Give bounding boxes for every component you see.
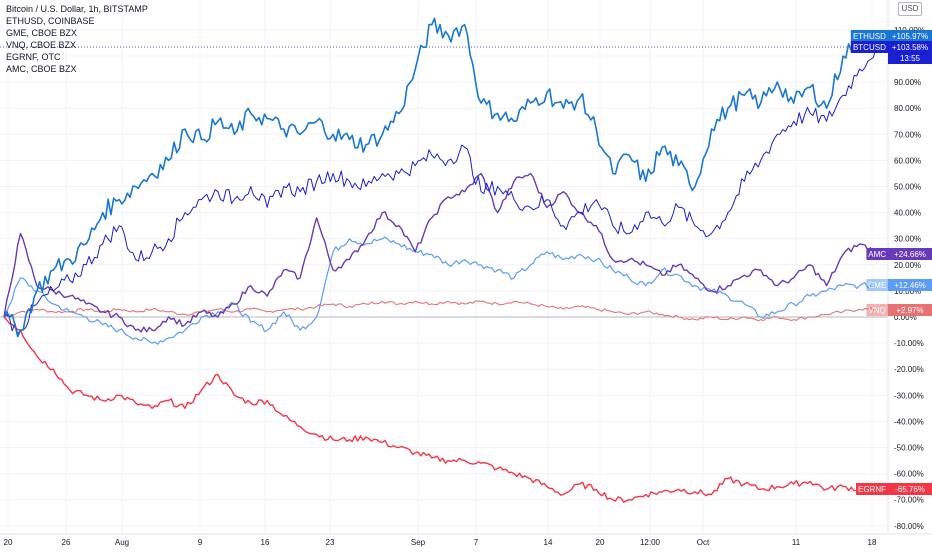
x-tick-label: 18	[868, 538, 877, 547]
y-tick-label: 30.00%	[894, 235, 921, 244]
series-value-tag: +12.46%	[894, 281, 926, 290]
value-label-gme: GME +12.46%	[866, 279, 932, 291]
legend-item-vnq[interactable]: VNQ, CBOE BZX	[6, 40, 77, 50]
series-name-tag: VNQ	[869, 306, 886, 315]
y-tick-label: 60.00%	[894, 156, 921, 165]
x-tick-label: 7	[474, 538, 479, 547]
y-tick-label: -20.00%	[894, 365, 924, 374]
y-tick-label: -70.00%	[894, 496, 924, 505]
legend-item-egrnf[interactable]: EGRNF, OTC	[6, 52, 61, 62]
y-tick-label: 90.00%	[894, 78, 921, 87]
x-axis[interactable]: 20 26 Aug 9 16 23 Sep 7 14 20 12:00 Oct 11 18	[4, 538, 877, 547]
legend-item-amc[interactable]: AMC, CBOE BZX	[6, 64, 77, 74]
series-line-ethusd	[3, 17, 877, 338]
series-value-tag: +105.97%	[892, 32, 928, 41]
x-tick-label: 23	[326, 538, 335, 547]
grid	[0, 0, 888, 534]
y-tick-label: 80.00%	[894, 104, 921, 113]
series-line-egrnf	[3, 316, 877, 503]
series-value-tag: +103.58%	[892, 43, 928, 52]
series-name-tag: BTCUSD	[853, 43, 886, 52]
series-value-tag: +2.97%	[896, 306, 923, 315]
value-label-btcusd: BTCUSD +103.58% 13:55	[850, 41, 932, 64]
y-tick-label: 40.00%	[894, 209, 921, 218]
series-name-tag: ETHUSD	[853, 32, 886, 41]
series-value-tag: +24.66%	[894, 250, 926, 259]
y-tick-label: -10.00%	[894, 339, 924, 348]
y-tick-label: 50.00%	[894, 183, 921, 192]
y-axis[interactable]: 110.00%100.00%90.00%80.00%70.00%60.00%50…	[894, 26, 926, 531]
x-tick-label: 14	[544, 538, 553, 547]
legend: Bitcoin / U.S. Dollar, 1h, BITSTAMP ETHU…	[6, 3, 148, 75]
series-value-labels: ETHUSD +105.97% BTCUSD +103.58% 13:55 AMC +24.…	[850, 30, 932, 495]
series-time-tag: 13:55	[900, 54, 921, 63]
legend-item-ethusd[interactable]: ETHUSD, COINBASE	[6, 16, 95, 26]
y-tick-label: -40.00%	[894, 417, 924, 426]
series-line-vnq	[3, 300, 877, 322]
value-label-egrnf: EGRNF -65.76%	[856, 483, 932, 495]
series-name-tag: EGRNF	[858, 485, 886, 494]
series-value-tag: -65.76%	[895, 485, 925, 494]
y-tick-label: 70.00%	[894, 130, 921, 139]
series-line-amc	[3, 172, 877, 333]
x-tick-label: 20	[596, 538, 605, 547]
y-tick-label: 10.00%	[894, 287, 921, 296]
series-line-btcusd	[3, 48, 877, 335]
value-label-vnq: VNQ +2.97%	[866, 304, 932, 316]
series-lines	[3, 17, 877, 503]
x-tick-label: Aug	[115, 538, 129, 547]
x-tick-label: 16	[261, 538, 270, 547]
value-label-amc: AMC +24.66%	[866, 248, 932, 260]
legend-main-symbol[interactable]: Bitcoin / U.S. Dollar, 1h, BITSTAMP	[6, 4, 148, 14]
y-tick-label: -60.00%	[894, 470, 924, 479]
y-tick-label: -50.00%	[894, 444, 924, 453]
y-tick-label: 20.00%	[894, 261, 921, 270]
x-tick-label: Oct	[697, 538, 710, 547]
x-tick-label: 12:00	[640, 538, 661, 547]
x-tick-label: 9	[198, 538, 203, 547]
series-name-tag: AMC	[868, 250, 886, 259]
x-tick-label: 20	[4, 538, 13, 547]
y-tick-label: -30.00%	[894, 391, 924, 400]
series-name-tag: GME	[868, 281, 886, 290]
y-tick-label: -80.00%	[894, 522, 924, 531]
x-tick-label: 26	[62, 538, 71, 547]
x-tick-label: 11	[792, 538, 801, 547]
currency-selector[interactable]: USD	[898, 2, 922, 16]
series-line-gme	[3, 236, 877, 345]
legend-item-gme[interactable]: GME, CBOE BZX	[6, 28, 78, 38]
value-label-ethusd: ETHUSD +105.97%	[850, 30, 932, 42]
x-tick-label: Sep	[411, 538, 426, 547]
y-tick-label: 0.00%	[894, 313, 917, 322]
